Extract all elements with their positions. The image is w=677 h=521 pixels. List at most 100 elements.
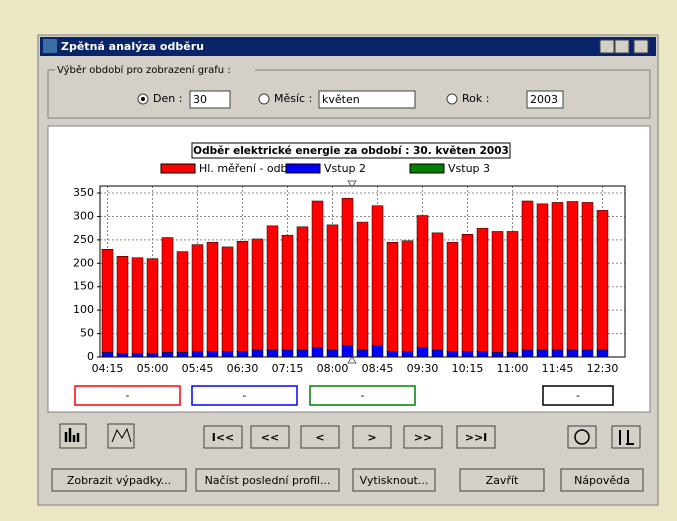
bar-segment <box>551 202 564 351</box>
bar-segment <box>491 352 504 358</box>
nav-button[interactable] <box>300 425 340 449</box>
plot-frame <box>99 185 626 358</box>
button[interactable] <box>560 468 644 492</box>
bar-segment <box>341 197 354 346</box>
nav-button-label: > <box>367 431 376 444</box>
bar-segment <box>401 351 414 358</box>
bar-segment <box>356 221 369 351</box>
bar-icon <box>64 428 80 442</box>
bar-segment <box>386 351 399 358</box>
button-label: Načíst poslední profil... <box>205 474 331 487</box>
bar-segment <box>191 351 204 358</box>
bar-segment <box>296 226 309 351</box>
button-label: Vytisknout... <box>360 474 429 487</box>
radio-month[interactable] <box>258 93 270 105</box>
value-box <box>542 385 614 406</box>
bar-segment <box>311 347 324 358</box>
bar-segment <box>566 349 579 358</box>
bar-segment <box>161 237 174 353</box>
bar-segment <box>461 234 474 352</box>
nav-button[interactable] <box>456 425 496 449</box>
day-select[interactable] <box>189 90 231 109</box>
bar-segment <box>251 238 264 351</box>
close-button[interactable] <box>633 39 649 54</box>
bar-segment <box>281 349 294 358</box>
button[interactable] <box>459 468 545 492</box>
y-tick-label: 250 <box>73 233 94 246</box>
bar-segment <box>161 352 174 358</box>
y-tick-label: 300 <box>73 209 94 222</box>
info-button[interactable] <box>567 425 597 449</box>
bar-segment <box>221 246 234 352</box>
radio-year[interactable] <box>446 93 458 105</box>
bar-segment <box>131 257 144 354</box>
group-box <box>47 69 651 119</box>
y-tick-label: 150 <box>73 280 94 293</box>
bar-segment <box>371 345 384 358</box>
toolbar: I<< << < > >> >>I <box>59 423 641 449</box>
bar-segment <box>431 349 444 358</box>
bar-segment <box>596 210 609 351</box>
bar-segment <box>221 351 234 358</box>
x-tick-label: 06:30 <box>227 362 259 375</box>
bar-segment <box>416 347 429 358</box>
value-box <box>309 385 416 406</box>
day-value: 30 <box>193 93 207 106</box>
value-box <box>74 385 181 406</box>
bar-segment <box>566 201 579 351</box>
bar-segment <box>446 241 459 352</box>
bar-segment <box>476 351 489 358</box>
bar-segment <box>191 244 204 352</box>
nav-button-label: I<< <box>212 431 235 444</box>
bar-segment <box>551 349 564 358</box>
group-label: Výběr období pro zobrazení grafu : <box>57 64 231 76</box>
bar-segment <box>401 240 414 352</box>
buttons: Zobrazit výpadky... Načíst poslední profi… <box>51 468 644 492</box>
cursor-bottom <box>347 356 357 364</box>
x-tick-label: 11:00 <box>497 362 529 375</box>
bar-segment <box>431 232 444 351</box>
bar-segment <box>446 351 459 358</box>
bar-segment <box>101 248 114 353</box>
cursor-top <box>347 180 357 188</box>
bar-segment <box>101 352 114 358</box>
nav-button[interactable] <box>352 425 392 449</box>
button[interactable] <box>352 468 436 492</box>
window-title: Zpětná analýza odběru <box>61 40 204 53</box>
bar-segment <box>506 231 519 353</box>
minimize-button[interactable] <box>599 39 615 54</box>
month-select[interactable] <box>318 90 416 109</box>
bar-segment <box>596 349 609 358</box>
bar-segment <box>251 349 264 358</box>
x-tick-label: 09:30 <box>407 362 439 375</box>
button[interactable] <box>51 468 187 492</box>
legend-swatch <box>285 163 321 174</box>
button-label: Zavřít <box>486 474 519 487</box>
nav-button[interactable] <box>250 425 290 449</box>
value-box-text: - <box>361 389 365 402</box>
x-tick-label: 12:30 <box>587 362 619 375</box>
year-select[interactable] <box>526 90 564 109</box>
bar-segment <box>311 200 324 348</box>
bar-segment <box>476 227 489 352</box>
legend-swatch <box>160 163 196 174</box>
app-icon <box>43 39 57 53</box>
day-label: Den : <box>153 92 182 105</box>
x-tick-label: 05:45 <box>182 362 214 375</box>
maximize-button[interactable] <box>614 39 630 54</box>
bar-segment <box>131 353 144 358</box>
value-boxes: ---- <box>74 385 614 406</box>
nav-button[interactable] <box>203 425 243 449</box>
x-tick-label: 08:00 <box>317 362 349 375</box>
bar-segment <box>236 241 249 352</box>
nav-button[interactable] <box>403 425 443 449</box>
bar-segment <box>536 349 549 358</box>
button[interactable] <box>195 468 340 492</box>
radio-dot <box>141 97 145 101</box>
bar-segment <box>491 231 504 353</box>
bar-segment <box>281 234 294 351</box>
bar-segment <box>371 205 384 346</box>
bar-segment <box>176 251 189 353</box>
